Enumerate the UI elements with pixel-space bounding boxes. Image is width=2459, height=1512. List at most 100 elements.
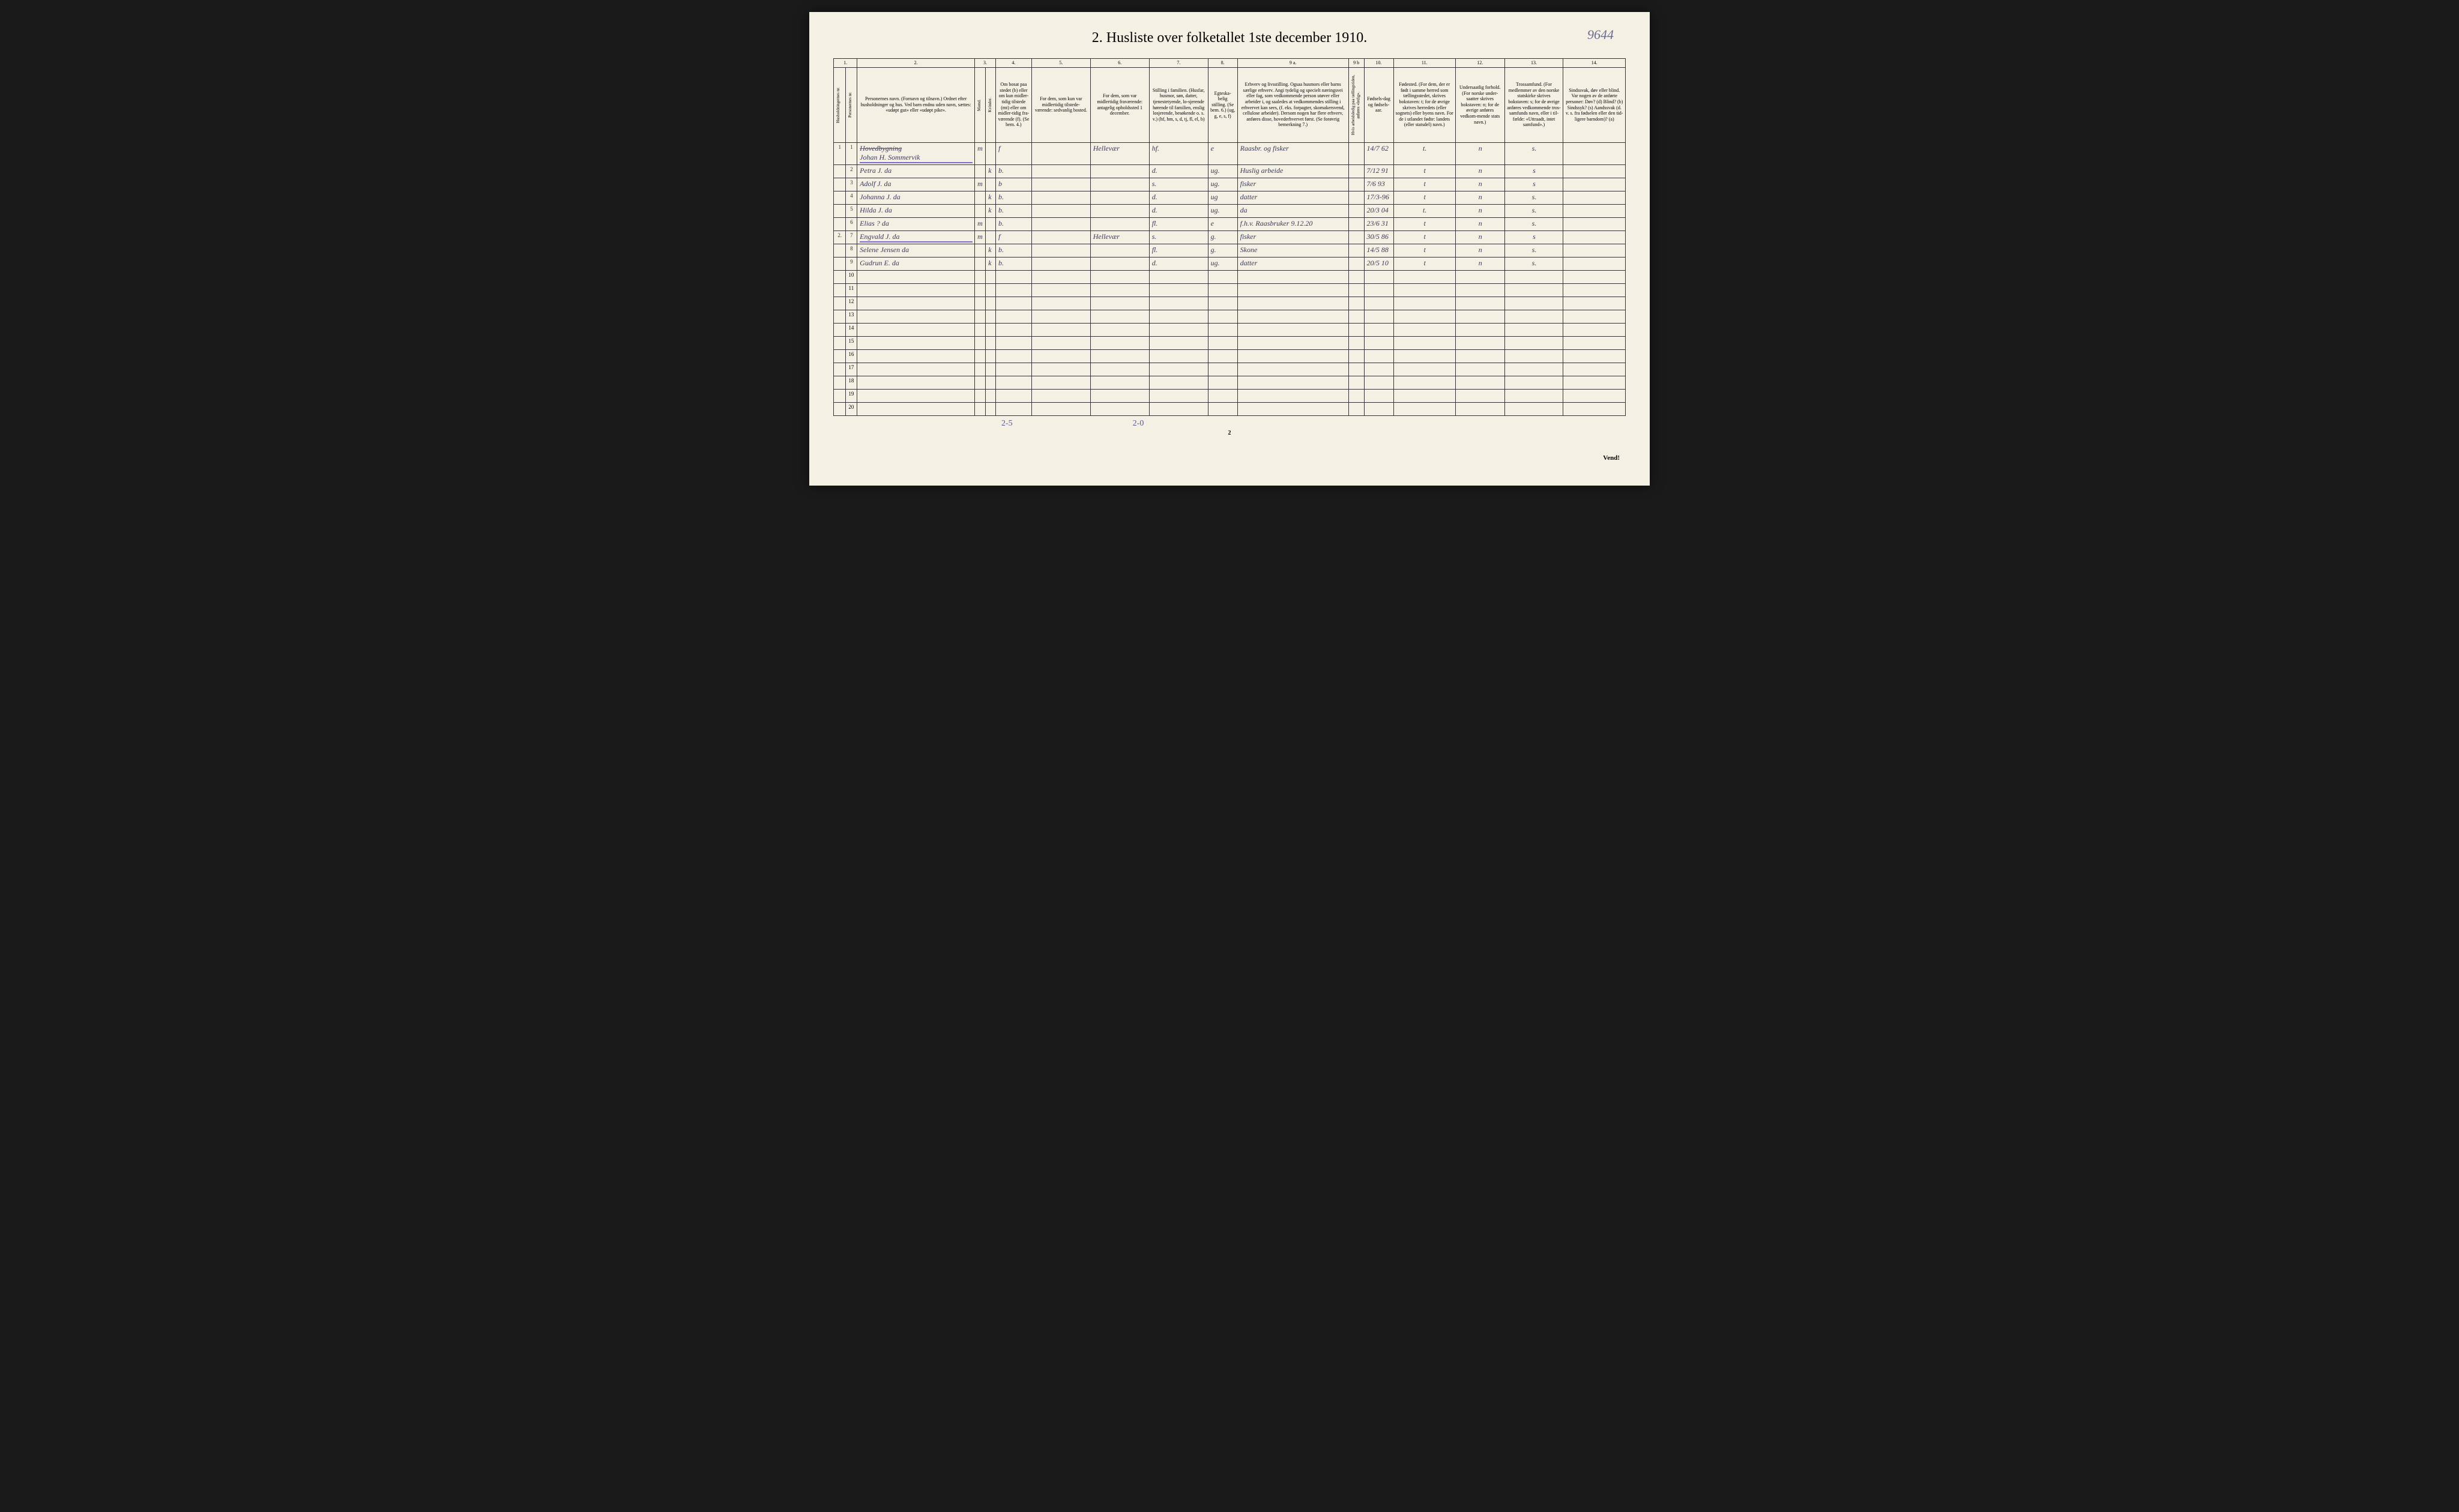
c9a: Skone bbox=[1237, 244, 1348, 257]
c10: 30/5 86 bbox=[1364, 230, 1393, 244]
c9b bbox=[1348, 257, 1364, 270]
c13: s bbox=[1504, 178, 1563, 191]
hdr-7: Stilling i familien. (Husfar, husmor, sø… bbox=[1149, 67, 1208, 142]
c12: n bbox=[1455, 244, 1504, 257]
c6 bbox=[1090, 217, 1149, 230]
household-num bbox=[834, 191, 846, 204]
c6 bbox=[1090, 164, 1149, 178]
c7: hf. bbox=[1149, 142, 1208, 164]
sex-m: m bbox=[975, 178, 986, 191]
person-num: 7 bbox=[845, 230, 857, 244]
c6: Hellevær bbox=[1090, 142, 1149, 164]
person-num: 5 bbox=[845, 204, 857, 217]
c14 bbox=[1563, 164, 1626, 178]
c14 bbox=[1563, 244, 1626, 257]
colnum-6: 6. bbox=[1090, 59, 1149, 68]
c8: ug. bbox=[1208, 257, 1237, 270]
person-num: 13 bbox=[845, 310, 857, 323]
c7: d. bbox=[1149, 164, 1208, 178]
sex-k: k bbox=[986, 204, 996, 217]
c14 bbox=[1563, 142, 1626, 164]
c11: t bbox=[1393, 244, 1455, 257]
colnum-4: 4. bbox=[995, 59, 1031, 68]
person-name: Petra J. da bbox=[857, 164, 975, 178]
c9b bbox=[1348, 230, 1364, 244]
household-num bbox=[834, 310, 846, 323]
sex-k: k bbox=[986, 257, 996, 270]
table-row: 11HovedbygningJohan H. SommervikmfHellev… bbox=[834, 142, 1626, 164]
household-num bbox=[834, 204, 846, 217]
c5 bbox=[1031, 164, 1090, 178]
c11: t bbox=[1393, 217, 1455, 230]
table-row: 2Petra J. dakb.d.ug.Huslig arbeide7/12 9… bbox=[834, 164, 1626, 178]
hdr-5: For dem, som kun var midlertidig tilsted… bbox=[1031, 67, 1090, 142]
c8: ug. bbox=[1208, 164, 1237, 178]
table-body: 11HovedbygningJohan H. SommervikmfHellev… bbox=[834, 142, 1626, 415]
hdr-1b: Personernes nr. bbox=[845, 67, 857, 142]
c14 bbox=[1563, 217, 1626, 230]
household-num bbox=[834, 402, 846, 415]
hdr-12: Undersaatlig forhold. (For norske under-… bbox=[1455, 67, 1504, 142]
person-num: 9 bbox=[845, 257, 857, 270]
table-row: 12 bbox=[834, 297, 1626, 310]
c7: s. bbox=[1149, 230, 1208, 244]
c10: 14/7 62 bbox=[1364, 142, 1393, 164]
c9b bbox=[1348, 142, 1364, 164]
household-num bbox=[834, 257, 846, 270]
table-row: 2.7Engvald J. damfHelleværs.g.fisker30/5… bbox=[834, 230, 1626, 244]
census-page: 9644 2. Husliste over folketallet 1ste d… bbox=[809, 12, 1650, 486]
hdr-3b: Kvinder. bbox=[986, 67, 996, 142]
hdr-1a: Husholdningernes nr. bbox=[834, 67, 846, 142]
colnum-2: 2. bbox=[857, 59, 975, 68]
c6 bbox=[1090, 204, 1149, 217]
c9a: f.h.v. Raasbruker 9.12.20 bbox=[1237, 217, 1348, 230]
c5 bbox=[1031, 244, 1090, 257]
sex-m bbox=[975, 164, 986, 178]
census-table: 1. 2. 3. 4. 5. 6. 7. 8. 9 a. 9 b 10. 11.… bbox=[833, 58, 1626, 416]
c9a: fisker bbox=[1237, 230, 1348, 244]
person-num: 3 bbox=[845, 178, 857, 191]
hdr-2: Personernes navn. (Fornavn og tilnavn.) … bbox=[857, 67, 975, 142]
household-num bbox=[834, 323, 846, 336]
household-num bbox=[834, 336, 846, 349]
c5 bbox=[1031, 142, 1090, 164]
c7: s. bbox=[1149, 178, 1208, 191]
person-num: 10 bbox=[845, 270, 857, 283]
c12: n bbox=[1455, 142, 1504, 164]
person-name: Engvald J. da bbox=[857, 230, 975, 244]
c7: d. bbox=[1149, 191, 1208, 204]
c6 bbox=[1090, 178, 1149, 191]
person-num: 16 bbox=[845, 349, 857, 363]
table-row: 6Elias ? damb.fl.ef.h.v. Raasbruker 9.12… bbox=[834, 217, 1626, 230]
table-row: 19 bbox=[834, 389, 1626, 402]
sex-k bbox=[986, 142, 996, 164]
household-num bbox=[834, 244, 846, 257]
table-row: 8Selene Jensen dakb.fl.g.Skone14/5 88tns… bbox=[834, 244, 1626, 257]
page-number: 2 bbox=[833, 430, 1626, 436]
c8: g. bbox=[1208, 244, 1237, 257]
c10: 14/5 88 bbox=[1364, 244, 1393, 257]
c14 bbox=[1563, 257, 1626, 270]
c6: Hellevær bbox=[1090, 230, 1149, 244]
hdr-10: Fødsels-dag og fødsels-aar. bbox=[1364, 67, 1393, 142]
c7: d. bbox=[1149, 204, 1208, 217]
c14 bbox=[1563, 204, 1626, 217]
c14 bbox=[1563, 230, 1626, 244]
bosat: b bbox=[995, 178, 1031, 191]
column-number-row: 1. 2. 3. 4. 5. 6. 7. 8. 9 a. 9 b 10. 11.… bbox=[834, 59, 1626, 68]
sex-k bbox=[986, 230, 996, 244]
hdr-14: Sindssvak, døv eller blind. Var nogen av… bbox=[1563, 67, 1626, 142]
bosat: f bbox=[995, 142, 1031, 164]
sex-m bbox=[975, 191, 986, 204]
colnum-9a: 9 a. bbox=[1237, 59, 1348, 68]
c9b bbox=[1348, 164, 1364, 178]
bosat: b. bbox=[995, 204, 1031, 217]
c5 bbox=[1031, 230, 1090, 244]
c10: 17/3-96 bbox=[1364, 191, 1393, 204]
bottom-handwritten-notes: 2-5 2-0 bbox=[833, 419, 1626, 429]
table-row: 14 bbox=[834, 323, 1626, 336]
c6 bbox=[1090, 257, 1149, 270]
hdr-9a: Erhverv og livsstilling. Ogsaa husmors e… bbox=[1237, 67, 1348, 142]
c12: n bbox=[1455, 191, 1504, 204]
c11: t bbox=[1393, 178, 1455, 191]
